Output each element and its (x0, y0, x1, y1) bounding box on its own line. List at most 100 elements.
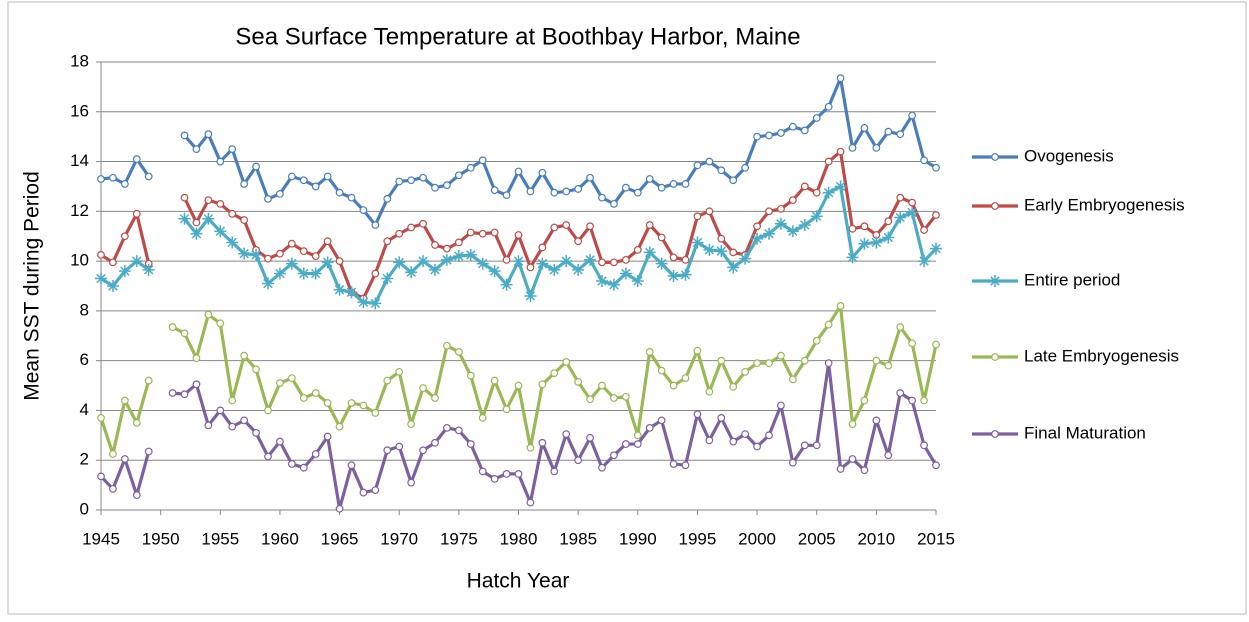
marker (574, 185, 583, 193)
marker (478, 467, 487, 476)
x-tick-label: 1995 (679, 529, 717, 548)
marker (490, 228, 499, 237)
marker (466, 371, 475, 380)
marker (264, 406, 272, 415)
marker (130, 255, 143, 268)
marker (323, 399, 332, 407)
marker (120, 455, 129, 463)
marker (526, 187, 535, 196)
marker (989, 275, 1001, 287)
y-tick-label: 0 (80, 499, 89, 518)
x-tick-label: 1965 (321, 529, 359, 548)
marker (538, 438, 547, 447)
marker (228, 396, 237, 405)
marker (144, 447, 153, 456)
marker (908, 339, 917, 348)
marker (598, 193, 606, 202)
marker (896, 130, 905, 139)
marker (109, 258, 117, 267)
marker (717, 234, 726, 243)
marker (848, 420, 857, 429)
marker (610, 451, 618, 460)
marker (550, 188, 559, 197)
marker (240, 216, 249, 224)
marker (598, 258, 606, 267)
marker (273, 267, 286, 280)
x-tick-label: 1960 (261, 529, 299, 548)
marker (607, 278, 620, 291)
marker (920, 396, 928, 405)
marker (693, 346, 702, 355)
marker (610, 199, 618, 208)
marker (120, 396, 129, 405)
marker (395, 442, 404, 451)
marker (106, 280, 119, 292)
marker (431, 438, 439, 447)
marker (751, 232, 764, 245)
marker (238, 247, 251, 260)
marker (132, 491, 141, 499)
marker (240, 416, 249, 425)
marker (395, 177, 404, 186)
marker (431, 394, 439, 402)
marker (490, 474, 499, 483)
marker (252, 428, 260, 437)
marker (168, 323, 177, 331)
marker (109, 484, 117, 493)
marker (299, 394, 308, 402)
marker (621, 440, 630, 448)
marker (383, 376, 392, 385)
marker (562, 187, 571, 196)
marker (109, 450, 117, 458)
marker (299, 176, 308, 185)
marker (786, 225, 799, 238)
marker (452, 250, 465, 263)
marker (345, 286, 358, 299)
marker (311, 389, 320, 397)
marker (490, 376, 499, 385)
marker (142, 263, 155, 276)
marker (765, 431, 773, 440)
marker (514, 167, 523, 176)
marker (443, 181, 451, 190)
marker (763, 227, 775, 240)
marker (526, 443, 535, 452)
marker (276, 249, 284, 258)
marker (538, 243, 547, 252)
marker (777, 204, 785, 213)
marker (860, 124, 869, 132)
marker (323, 237, 332, 246)
marker (872, 143, 881, 152)
marker (132, 418, 141, 427)
marker (800, 356, 809, 365)
marker (429, 263, 441, 276)
marker (621, 255, 630, 264)
marker (216, 406, 225, 415)
marker (109, 173, 117, 182)
marker (371, 409, 380, 417)
marker (705, 157, 714, 166)
marker (643, 246, 656, 259)
marker (669, 253, 678, 262)
legend-label: Ovogenesis (1024, 146, 1114, 165)
marker (311, 252, 320, 261)
marker (228, 209, 237, 218)
marker (478, 229, 487, 238)
marker (586, 222, 594, 231)
marker (335, 422, 344, 431)
marker (906, 206, 919, 219)
marker (596, 275, 608, 288)
marker (669, 460, 678, 468)
marker (490, 186, 499, 195)
x-tick-label: 2010 (857, 529, 895, 548)
marker (120, 232, 129, 241)
marker (524, 289, 537, 302)
marker (812, 441, 821, 450)
marker (97, 414, 105, 422)
marker (932, 211, 940, 219)
chart-title: Sea Surface Temperature at Boothbay Harb… (235, 23, 800, 50)
marker (574, 456, 583, 465)
marker (586, 395, 594, 404)
marker (777, 401, 785, 410)
marker (287, 239, 296, 248)
